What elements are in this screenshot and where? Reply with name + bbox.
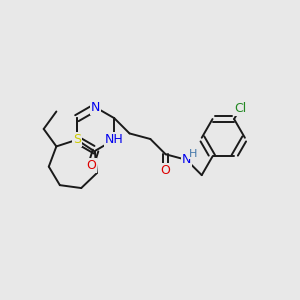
- Text: H: H: [189, 148, 197, 159]
- Text: O: O: [86, 159, 96, 172]
- Text: S: S: [73, 133, 81, 146]
- Text: N: N: [182, 153, 191, 167]
- Text: O: O: [161, 164, 171, 177]
- Text: Cl: Cl: [234, 102, 246, 115]
- Text: N: N: [91, 101, 100, 114]
- Text: NH: NH: [105, 133, 124, 146]
